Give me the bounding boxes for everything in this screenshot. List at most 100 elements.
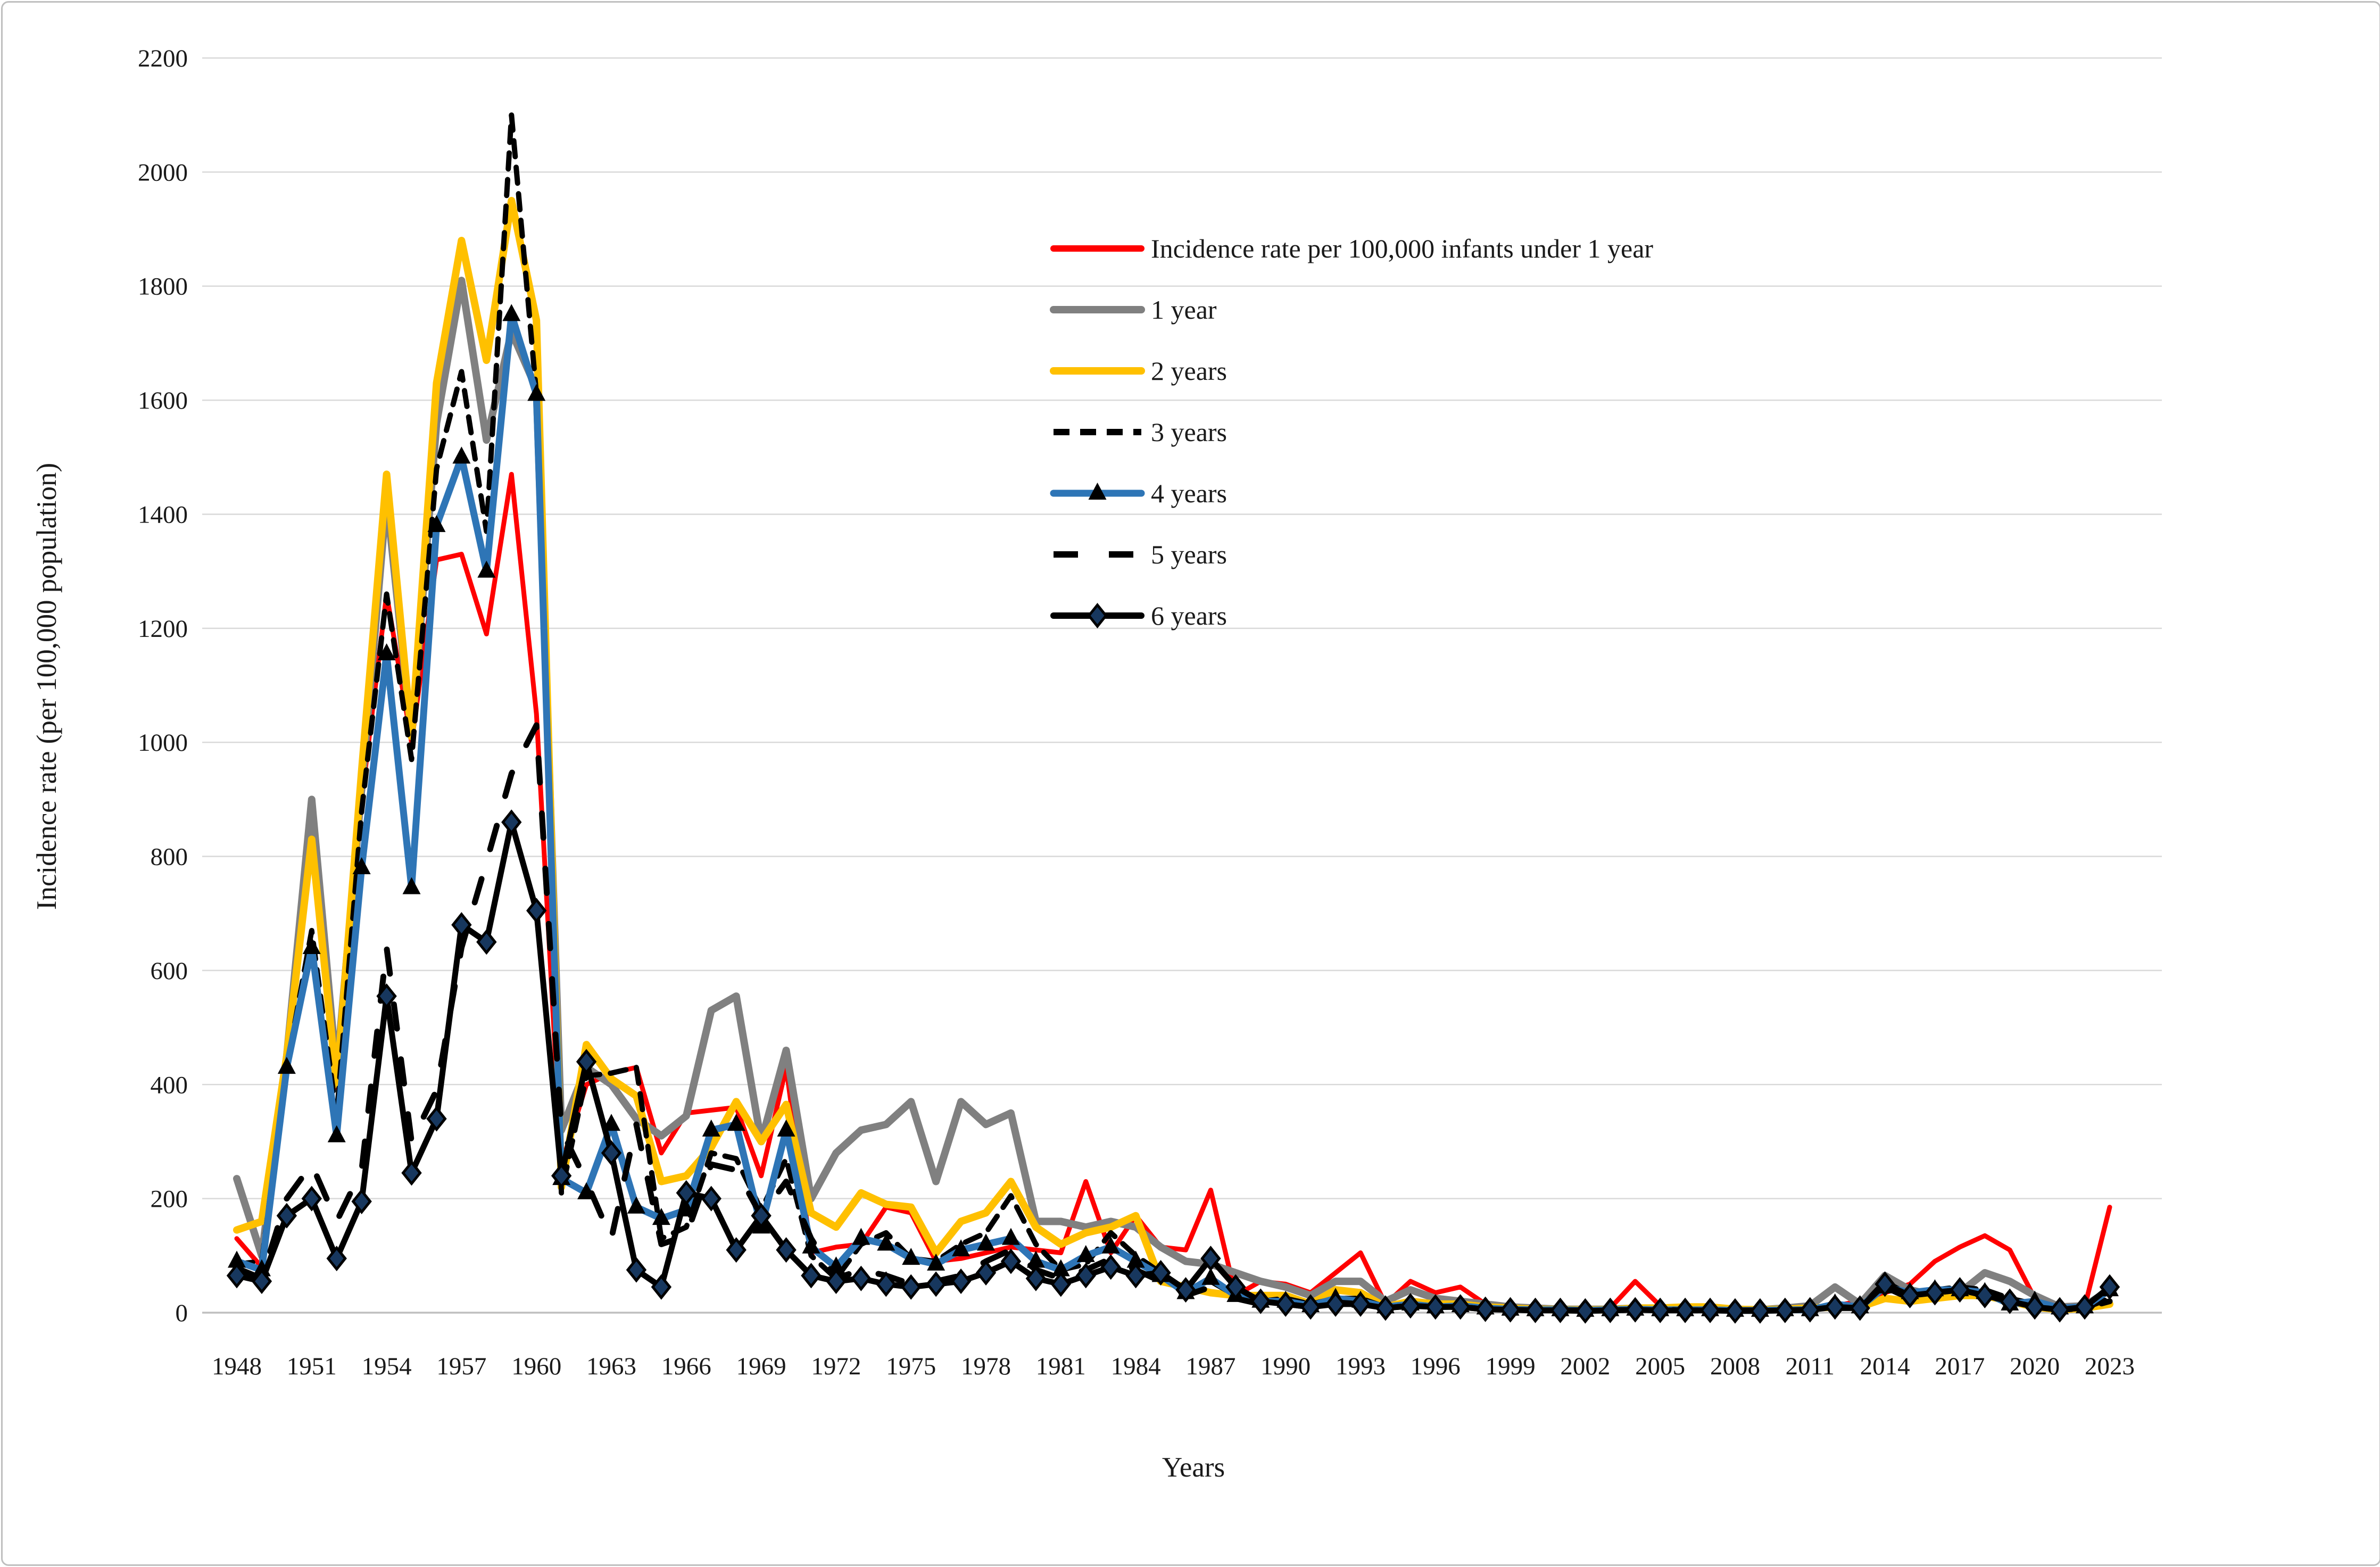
triangle-marker — [852, 1228, 870, 1245]
y-tick-label-600: 600 — [151, 957, 188, 985]
diamond-marker — [751, 1203, 772, 1229]
y-tick-label-1800: 1800 — [138, 273, 188, 301]
x-tick-label-1969: 1969 — [736, 1353, 786, 1380]
diamond-marker — [726, 1237, 747, 1263]
legend-item-1: 1 year — [1050, 295, 1217, 325]
triangle-marker — [902, 1248, 921, 1265]
diamond-marker — [601, 1140, 622, 1166]
x-tick-label-1951: 1951 — [287, 1353, 337, 1380]
x-tick-label-1993: 1993 — [1336, 1353, 1386, 1380]
y-tick-label-2200: 2200 — [138, 45, 188, 72]
diamond-marker — [1450, 1294, 1471, 1320]
triangle-marker — [1001, 1228, 1020, 1245]
diamond-marker — [1275, 1291, 1296, 1317]
diamond-marker — [501, 809, 522, 835]
diamond-marker — [1674, 1297, 1696, 1323]
triangle-marker — [652, 1208, 670, 1225]
triangle-marker — [976, 1233, 995, 1251]
y-tick-label-1000: 1000 — [138, 729, 188, 757]
diamond-marker — [1250, 1288, 1271, 1314]
triangle-marker — [327, 1125, 346, 1142]
y-tick-label-2000: 2000 — [138, 159, 188, 186]
incidence-line-chart: 0 200 400 600 800 1000 1200 1400 1600 1800 2000 220… — [31, 45, 2162, 1483]
triangle-marker — [1076, 1245, 1095, 1262]
triangle-marker — [927, 1253, 946, 1271]
diamond-marker — [401, 1160, 422, 1186]
x-tick-label-1948: 1948 — [212, 1353, 262, 1380]
triangle-marker — [627, 1196, 645, 1214]
y-tick-label-400: 400 — [151, 1071, 188, 1099]
y-tick-label-0: 0 — [176, 1299, 188, 1327]
x-tick-label-1960: 1960 — [511, 1353, 561, 1380]
x-tick-label-1996: 1996 — [1411, 1353, 1461, 1380]
diamond-marker — [1625, 1297, 1646, 1323]
diamond-marker — [351, 1188, 372, 1215]
x-axis-title: Years — [1162, 1452, 1225, 1483]
legend: Incidence rate per 100,000 infants under… — [1050, 234, 1653, 631]
diamond-marker — [276, 1203, 297, 1229]
x-tick-label-1975: 1975 — [886, 1353, 936, 1380]
legend-item-0: Incidence rate per 100,000 infants under… — [1050, 234, 1653, 263]
diamond-marker — [1050, 1271, 1071, 1297]
y-tick-label-1400: 1400 — [138, 501, 188, 528]
diamond-marker — [1600, 1297, 1621, 1323]
diamond-marker — [1774, 1297, 1796, 1323]
diamond-marker — [626, 1257, 647, 1283]
diamond-marker — [1950, 1277, 1970, 1303]
diamond-marker — [251, 1268, 272, 1295]
legend-label: 2 years — [1151, 356, 1227, 386]
diamond-marker — [975, 1259, 997, 1286]
triangle-marker — [1126, 1250, 1145, 1268]
diamond-marker — [1200, 1246, 1221, 1272]
diamond-marker — [676, 1180, 696, 1206]
diamond-marker — [651, 1274, 672, 1300]
x-tick-label-2002: 2002 — [1560, 1353, 1610, 1380]
diamond-marker — [1500, 1297, 1521, 1323]
diamond-marker — [1975, 1282, 1995, 1308]
x-axis-tick-labels: 1948 1951 1954 1957 1960 1963 1966 1969 1972 1975… — [212, 1353, 2135, 1380]
diamond-marker — [876, 1271, 897, 1297]
diamond-marker — [1300, 1294, 1321, 1320]
triangle-marker — [477, 560, 496, 578]
diamond-marker — [1699, 1297, 1721, 1323]
diamond-marker — [1225, 1274, 1246, 1300]
legend-label: Incidence rate per 100,000 infants under… — [1151, 234, 1653, 263]
y-tick-label-1600: 1600 — [138, 387, 188, 414]
diamond-marker — [301, 1185, 322, 1212]
x-tick-label-1957: 1957 — [436, 1353, 486, 1380]
diamond-marker — [526, 898, 547, 924]
legend-item-5: 5 years — [1054, 540, 1227, 569]
series-line-under-1-year — [234, 471, 2112, 1313]
x-tick-label-1966: 1966 — [661, 1353, 711, 1380]
diamond-marker — [1400, 1293, 1421, 1319]
diamond-marker — [1925, 1280, 1945, 1306]
diamond-marker — [476, 929, 497, 955]
diamond-marker — [1550, 1297, 1571, 1323]
diamond-marker — [776, 1237, 797, 1263]
triangle-marker — [228, 1250, 246, 1268]
diamond-marker — [1875, 1271, 1895, 1297]
diamond-marker — [1825, 1294, 1845, 1320]
diamond-marker — [1325, 1291, 1346, 1317]
x-tick-label-2008: 2008 — [1710, 1353, 1760, 1380]
triangle-marker — [1101, 1236, 1120, 1254]
diamond-marker — [2024, 1294, 2045, 1320]
diamond-marker — [1125, 1263, 1146, 1289]
diamond-marker — [576, 1049, 597, 1075]
diamond-marker — [1649, 1297, 1671, 1323]
diamond-marker — [1175, 1277, 1196, 1303]
y-tick-label-800: 800 — [151, 843, 188, 871]
x-tick-label-2017: 2017 — [1935, 1353, 1985, 1380]
diamond-marker — [950, 1268, 972, 1295]
diamond-marker — [1100, 1254, 1121, 1280]
series-line-4-years — [233, 311, 2113, 1314]
series-markers-6-years — [226, 809, 2120, 1324]
diamond-marker — [851, 1265, 872, 1291]
legend-item-2: 2 years — [1050, 356, 1227, 386]
diamond-marker — [1375, 1295, 1396, 1321]
diamond-marker — [551, 1163, 572, 1189]
triangle-marker — [702, 1120, 720, 1137]
diamond-marker — [1525, 1297, 1546, 1323]
triangle-marker — [352, 857, 371, 874]
diamond-marker — [925, 1271, 947, 1297]
